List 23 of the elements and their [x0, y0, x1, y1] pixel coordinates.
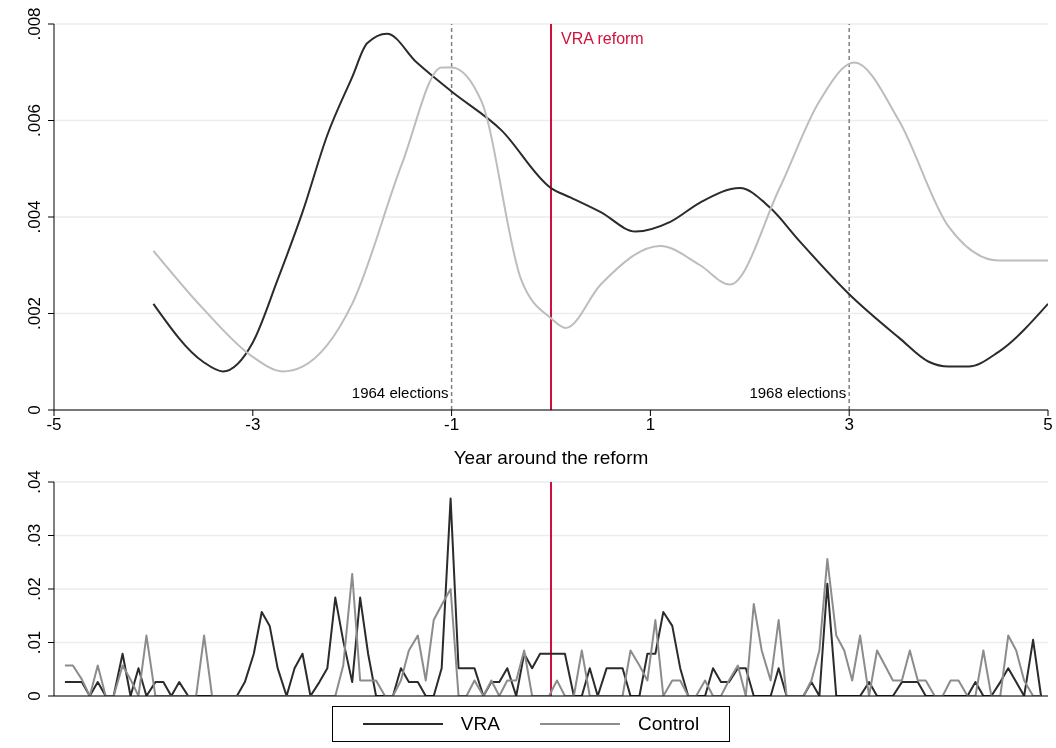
- x-tick-label: 3: [844, 415, 854, 435]
- legend-label: VRA: [460, 713, 500, 735]
- ref-line-label: VRA reform: [561, 30, 644, 47]
- y-tick-label: 0: [25, 691, 44, 701]
- y-tick-label: .002: [25, 296, 44, 331]
- y-tick-label: .02: [25, 577, 44, 601]
- y-tick-label: .008: [25, 7, 44, 41]
- ref-line-label: 1964 elections: [351, 384, 449, 401]
- x-axis-title: Year around the reform: [453, 447, 649, 468]
- ref-line-label: 1968 elections: [749, 384, 847, 401]
- y-tick-label: .01: [25, 630, 44, 655]
- x-tick-label: -1: [444, 415, 460, 435]
- y-tick-label: 0: [25, 405, 44, 415]
- y-tick-label: .03: [25, 523, 44, 548]
- line-series: [63, 497, 1043, 696]
- y-tick-label: .04: [25, 470, 44, 494]
- legend-label: Control: [637, 713, 700, 735]
- y-tick-label: .004: [25, 200, 44, 234]
- x-tick-label: -3: [245, 415, 261, 435]
- x-tick-label: 5: [1043, 415, 1053, 435]
- y-tick-label: .006: [25, 103, 44, 138]
- x-tick-label: -5: [46, 415, 62, 435]
- x-tick-label: 1: [645, 415, 656, 435]
